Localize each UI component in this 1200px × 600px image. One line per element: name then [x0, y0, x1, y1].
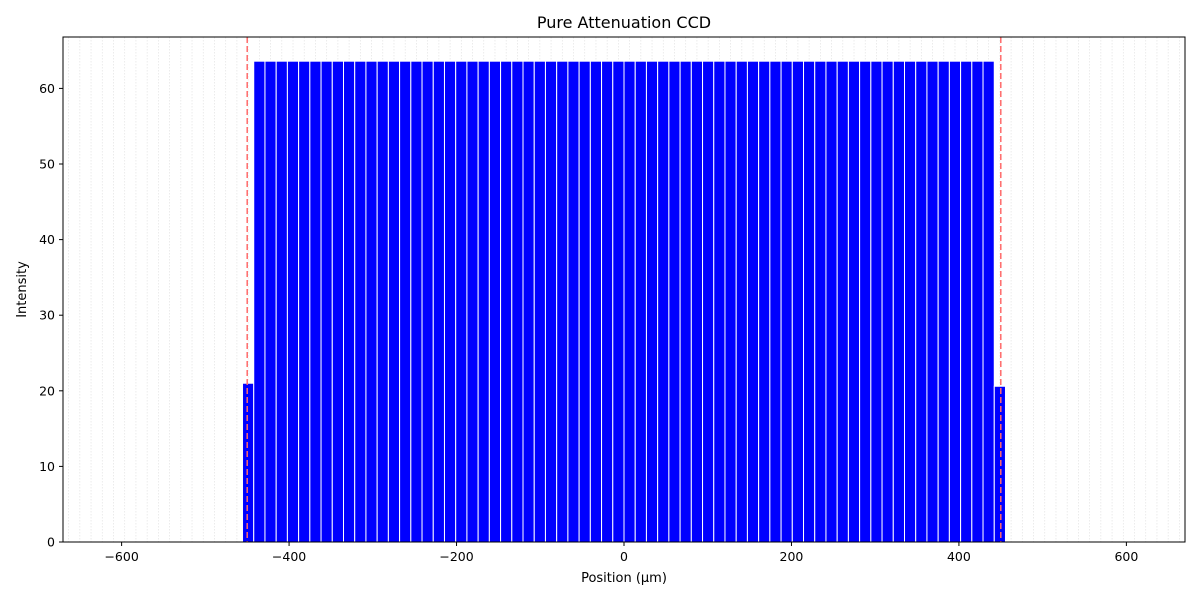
bar — [679, 60, 692, 543]
x-tick-label: −200 — [439, 549, 473, 564]
bar — [937, 60, 950, 543]
bar — [724, 60, 737, 543]
y-tick-label: 10 — [39, 459, 55, 474]
bar — [612, 60, 625, 543]
bar — [746, 60, 760, 543]
bar — [859, 60, 872, 543]
bar — [948, 60, 962, 543]
bar — [343, 60, 356, 543]
bar — [926, 60, 939, 543]
bar — [477, 60, 490, 543]
bar — [971, 60, 984, 543]
bar — [432, 60, 445, 543]
x-tick-label: −600 — [104, 549, 138, 564]
bar — [556, 60, 569, 543]
bar — [993, 385, 1006, 543]
bar — [455, 60, 468, 543]
bar — [242, 382, 255, 543]
x-tick-label: 600 — [1114, 549, 1138, 564]
bar — [589, 60, 603, 543]
bar — [713, 60, 726, 543]
bar — [264, 60, 277, 543]
bar — [500, 60, 513, 543]
bar — [982, 60, 995, 543]
y-tick-label: 40 — [39, 232, 55, 247]
chart-title: Pure Attenuation CCD — [537, 13, 711, 32]
bar — [567, 60, 580, 543]
bar — [533, 60, 546, 543]
y-tick-label: 50 — [39, 157, 55, 172]
y-tick-label: 20 — [39, 383, 55, 398]
bar — [634, 60, 647, 543]
y-tick-label: 0 — [47, 535, 55, 550]
bar — [702, 60, 715, 543]
bar-series — [242, 60, 1006, 543]
bar — [758, 60, 771, 543]
bar — [904, 60, 917, 543]
bar — [466, 60, 479, 543]
bar — [690, 60, 704, 543]
bar — [275, 60, 288, 543]
axis-ticks: −600 −400 −200 0 200 400 600 0 10 20 30 40 50 60 — [39, 81, 1138, 564]
bar — [578, 60, 591, 543]
bar — [657, 60, 670, 543]
bar — [365, 60, 378, 543]
x-tick-label: 200 — [780, 549, 804, 564]
x-tick-label: 400 — [947, 549, 971, 564]
reference-lines — [246, 37, 1002, 542]
bar — [387, 60, 401, 543]
bar — [881, 60, 894, 543]
bar — [601, 60, 614, 543]
bar — [960, 60, 973, 543]
bar — [780, 60, 793, 543]
bar — [443, 60, 457, 543]
bar — [399, 60, 412, 543]
bar — [320, 60, 333, 543]
bar — [410, 60, 423, 543]
bar — [511, 60, 524, 543]
bar — [645, 60, 659, 543]
bar — [735, 60, 748, 543]
x-tick-label: −400 — [272, 549, 306, 564]
bar — [836, 60, 849, 543]
bar — [331, 60, 344, 543]
bar — [892, 60, 906, 543]
bar — [286, 60, 300, 543]
bar — [803, 60, 816, 543]
y-tick-label: 60 — [39, 81, 55, 96]
bar — [623, 60, 636, 543]
bar — [488, 60, 502, 543]
bar — [376, 60, 389, 543]
bar — [847, 60, 861, 543]
bar — [354, 60, 367, 543]
bar — [668, 60, 681, 543]
bar — [298, 60, 311, 543]
bar — [522, 60, 535, 543]
bar — [825, 60, 838, 543]
y-axis-label: Intensity — [15, 261, 30, 318]
bar — [544, 60, 558, 543]
x-tick-label: 0 — [620, 549, 628, 564]
bar — [915, 60, 928, 543]
y-tick-label: 30 — [39, 308, 55, 323]
bar — [421, 60, 434, 543]
bar — [870, 60, 883, 543]
bar — [791, 60, 805, 543]
bar — [309, 60, 322, 543]
bar — [769, 60, 782, 543]
bar — [814, 60, 827, 543]
x-axis-label: Position (µm) — [581, 571, 667, 586]
bar — [253, 60, 266, 543]
